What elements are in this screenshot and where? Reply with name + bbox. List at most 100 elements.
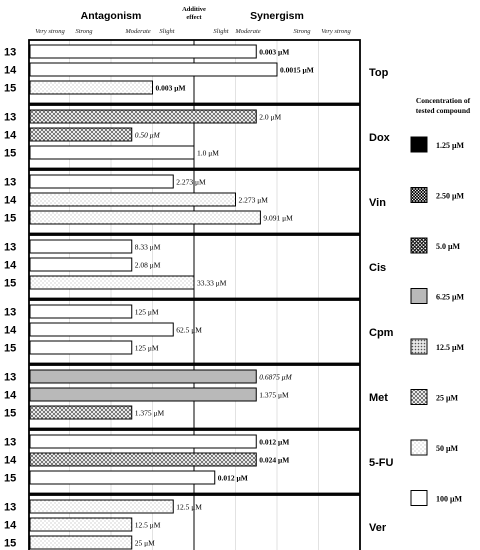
row-label: 13 xyxy=(4,372,16,384)
bar-value-label: 2.273 μM xyxy=(176,178,206,187)
drug-label: Vin xyxy=(369,197,386,209)
drug-panel xyxy=(28,299,361,365)
bar-value-label: 2.0 μM xyxy=(259,113,281,122)
row-label: 15 xyxy=(4,473,16,485)
drug-panel xyxy=(28,104,361,170)
row-label: 13 xyxy=(4,437,16,449)
row-label: 14 xyxy=(4,520,17,532)
bar-value-label: 1.375 μM xyxy=(259,391,289,400)
legend-swatch xyxy=(410,237,428,254)
bar-value-label: 9.091 μM xyxy=(263,214,293,223)
row-label: 14 xyxy=(4,195,17,207)
grade-label: Very strong xyxy=(35,28,65,35)
drug-panel xyxy=(28,169,361,235)
drug-panel xyxy=(28,39,361,105)
drug-panel xyxy=(28,364,361,430)
legend-swatch xyxy=(410,187,428,203)
antagonism-header: Antagonism xyxy=(81,10,142,22)
bar-value-label: 125 μM xyxy=(135,308,159,317)
bar xyxy=(29,369,257,384)
drug-panel xyxy=(28,234,361,300)
drug-panel xyxy=(28,494,361,550)
bar-value-label: 62.5 μM xyxy=(176,326,202,335)
bar-value-label: 1.375 μM xyxy=(135,409,165,418)
row-label: 14 xyxy=(4,130,17,142)
bar-value-label: 12.5 μM xyxy=(176,503,202,512)
row-label: 14 xyxy=(4,260,17,272)
legend-swatch xyxy=(410,136,428,153)
row-label: 15 xyxy=(4,148,16,160)
bar xyxy=(29,145,195,160)
additive-header-line2: effect xyxy=(186,14,202,21)
grade-label: Moderate xyxy=(124,28,150,35)
legend-swatch xyxy=(410,389,428,405)
bar-value-label: 1.0 μM xyxy=(197,149,219,158)
bar xyxy=(29,470,216,485)
row-label: 14 xyxy=(4,325,17,337)
bar-value-label: 25 μM xyxy=(135,539,155,548)
additive-header-line1: Additive xyxy=(182,6,206,13)
grade-label: Strong xyxy=(75,28,93,35)
bar xyxy=(29,192,236,207)
row-label: 15 xyxy=(4,538,16,550)
bar xyxy=(29,257,133,272)
legend-label: 100 μM xyxy=(436,495,463,504)
row-label: 13 xyxy=(4,242,16,254)
bar-value-label: 8.33 μM xyxy=(135,243,161,252)
legend-title-line1: Concentration of xyxy=(416,96,471,105)
legend-swatch xyxy=(410,338,428,355)
bar xyxy=(29,275,195,290)
row-label: 15 xyxy=(4,83,16,95)
legend-swatch xyxy=(410,439,428,456)
bar-value-label: 0.6875 μM xyxy=(259,373,292,382)
grade-label: Strong xyxy=(293,28,311,35)
bar xyxy=(29,517,133,532)
bar xyxy=(29,535,133,550)
legend-label: 5.0 μM xyxy=(436,242,461,251)
legend-label: 1.25 μM xyxy=(436,141,465,150)
bar xyxy=(29,340,133,355)
row-label: 14 xyxy=(4,390,17,402)
grade-label: Very strong xyxy=(321,28,351,35)
drug-label: Dox xyxy=(369,132,391,144)
row-label: 13 xyxy=(4,307,16,319)
bar xyxy=(29,210,261,225)
bar-value-label: 0.0015 μM xyxy=(280,66,314,75)
grade-label: Slight xyxy=(159,28,174,35)
bar xyxy=(29,322,174,337)
legend-label: 50 μM xyxy=(436,444,459,453)
row-label: 13 xyxy=(4,112,16,124)
grade-label: Slight xyxy=(213,28,228,35)
bar xyxy=(29,80,153,95)
bar-value-label: 125 μM xyxy=(135,344,159,353)
row-label: 13 xyxy=(4,502,16,514)
bar-value-label: 0.50 μM xyxy=(135,131,161,140)
synergism-header: Synergism xyxy=(250,10,304,22)
bar-value-label: 0.003 μM xyxy=(259,48,289,57)
bar-value-label: 0.012 μM xyxy=(259,438,289,447)
bar xyxy=(29,239,133,254)
drug-label: Met xyxy=(369,392,388,404)
legend-title-line2: tested compound xyxy=(416,106,471,115)
bar xyxy=(29,499,174,514)
bar xyxy=(29,62,278,77)
legend-label: 12.5 μM xyxy=(436,343,465,352)
legend-swatch xyxy=(410,288,428,304)
bar xyxy=(29,405,133,420)
drug-label: Top xyxy=(369,67,389,79)
row-label: 15 xyxy=(4,408,16,420)
bar-value-label: 2.273 μM xyxy=(239,196,269,205)
drug-label: Cis xyxy=(369,262,386,274)
row-label: 14 xyxy=(4,65,17,77)
drug-label: 5-FU xyxy=(369,457,394,469)
bar-value-label: 33.33 μM xyxy=(197,279,227,288)
drug-label: Ver xyxy=(369,522,387,534)
row-label: 13 xyxy=(4,47,16,59)
grade-label: Moderate xyxy=(234,28,260,35)
bar xyxy=(29,174,174,189)
drug-panel xyxy=(28,429,361,495)
legend-label: 2.50 μM xyxy=(436,192,465,201)
row-label: 15 xyxy=(4,343,16,355)
bar-value-label: 12.5 μM xyxy=(135,521,161,530)
